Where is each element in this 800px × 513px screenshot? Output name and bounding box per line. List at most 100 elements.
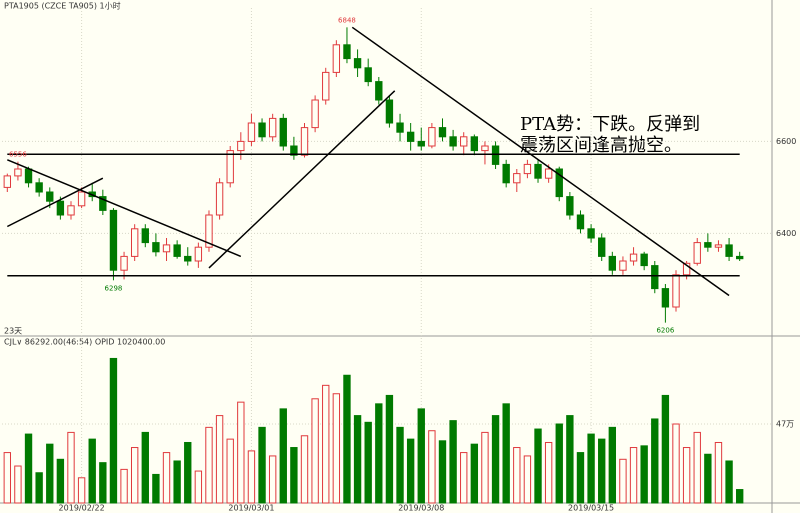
candle-body [300,127,309,156]
annotation: PTA势：下跌。反弹到 [520,114,700,135]
candle-body [130,228,139,257]
x-tick-label: 2019/03/08 [398,504,444,513]
volume-bar [205,426,213,504]
candle-body [99,196,107,211]
volume-bar [661,394,670,504]
candle-body [141,228,149,244]
volume-bar [640,445,648,504]
candle-body [279,117,287,147]
volume-bar [682,447,691,504]
candle-body [205,214,213,248]
volume-bar [130,447,139,504]
volume-bar [215,415,224,504]
candle-body [332,44,341,73]
candle-body [311,99,319,129]
candle-body [353,58,362,69]
volume-bar [375,403,383,504]
volume-bar [385,394,394,504]
candle-body [449,136,457,147]
candle-body [460,136,468,147]
volume-bar [523,455,532,504]
volume-bar [693,431,701,504]
candle-body [406,131,415,142]
volume-bar [364,421,372,504]
volume-bar [566,415,574,504]
volume-bar [417,408,425,504]
candle-body [35,182,43,193]
candle-body [343,44,351,60]
candle-body [385,99,394,124]
volume-bar [513,447,521,504]
candle-body [290,145,298,156]
volume-bar [651,418,659,504]
volume-bar [534,428,542,504]
volume-bar [725,460,733,504]
volume-bar [268,455,277,504]
candle-body [67,205,75,216]
candle-body [566,196,574,216]
y-tick-label: 6400 [776,229,796,238]
volume-bar [184,441,192,504]
candle-body [704,242,712,248]
volume-bar [438,440,447,504]
candle-body [3,175,11,188]
volume-bar [608,426,617,504]
trend-line [6,177,104,228]
volume-bar [672,423,680,504]
volume-bar [237,401,245,504]
volume-bar [736,489,744,504]
volume-bar [279,408,287,504]
volume-bar [470,443,479,504]
volume-bar [587,433,595,504]
candle-body [598,237,606,257]
candle-body [651,265,659,290]
volume-bar [406,438,415,504]
volume-bar [141,431,149,504]
candle-body [322,71,330,101]
candle-body [428,127,436,147]
volume-bar [152,473,160,504]
candle-body [247,122,256,142]
volume-bar [428,430,436,504]
candle-body [417,140,425,147]
volume-bar [99,462,107,504]
candle-body [682,262,691,276]
candle-body [693,242,701,264]
volume-bar [67,431,75,504]
candle-body [194,246,203,262]
candle-body [396,122,404,133]
volume-bar [353,415,362,504]
candle-body [438,127,447,138]
volume-bar [491,415,500,504]
candle-body [226,150,234,184]
x-tick-label: 2019/03/15 [568,504,614,513]
volume-bar [46,443,54,504]
period-label: 23天 [4,327,22,336]
candle-body [725,244,733,257]
volume-bar [194,470,203,504]
volume-bar [77,477,86,504]
volume-bar [322,384,330,504]
candle-body [162,244,171,253]
volume-bar [88,438,96,504]
volume-bar [109,357,118,504]
candle-body [364,67,372,83]
volume-bar [449,420,457,504]
volume-bar [598,438,606,504]
volume-bar [576,452,585,504]
volume-bar [332,393,341,504]
volume-bar [704,453,712,504]
volume-bar [247,450,256,504]
candle-body [46,191,54,202]
candle-body [109,209,118,271]
extreme-label: 6298 [105,284,123,292]
candle-body [619,260,627,271]
candle-body [587,228,595,239]
candle-body [77,191,86,207]
candle-body [237,140,245,152]
candle-body [714,244,723,248]
volume-bar [56,458,65,504]
candle-body [268,117,277,138]
candle-body [173,244,181,257]
